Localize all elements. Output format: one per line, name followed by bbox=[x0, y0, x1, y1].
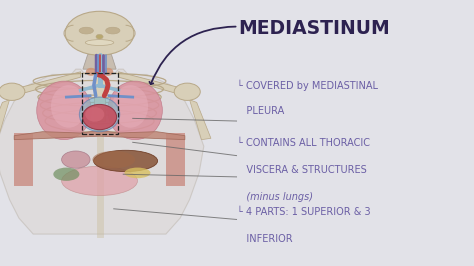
Ellipse shape bbox=[0, 83, 25, 101]
Text: INFERIOR: INFERIOR bbox=[237, 234, 292, 244]
Ellipse shape bbox=[82, 105, 117, 130]
Polygon shape bbox=[0, 100, 9, 140]
Ellipse shape bbox=[106, 27, 120, 34]
Ellipse shape bbox=[108, 81, 162, 140]
Ellipse shape bbox=[79, 27, 93, 34]
Text: PLEURA: PLEURA bbox=[237, 106, 284, 117]
Polygon shape bbox=[14, 133, 33, 186]
Ellipse shape bbox=[51, 85, 86, 128]
Ellipse shape bbox=[86, 68, 96, 76]
Text: VISCERA & STRUCTURES: VISCERA & STRUCTURES bbox=[237, 165, 367, 175]
Ellipse shape bbox=[62, 166, 137, 196]
Polygon shape bbox=[190, 100, 211, 140]
Ellipse shape bbox=[79, 97, 119, 132]
Ellipse shape bbox=[96, 34, 103, 39]
Ellipse shape bbox=[65, 11, 134, 55]
Text: (minus lungs): (minus lungs) bbox=[237, 192, 313, 202]
Ellipse shape bbox=[93, 150, 157, 172]
Polygon shape bbox=[166, 133, 185, 186]
Text: └ CONTAINS ALL THORACIC: └ CONTAINS ALL THORACIC bbox=[237, 138, 370, 148]
Bar bbox=[82, 73, 118, 134]
Ellipse shape bbox=[174, 83, 200, 101]
Polygon shape bbox=[19, 72, 81, 94]
Ellipse shape bbox=[37, 81, 91, 140]
Ellipse shape bbox=[113, 85, 148, 128]
Ellipse shape bbox=[53, 168, 79, 181]
Ellipse shape bbox=[85, 40, 114, 45]
Text: └ 4 PARTS: 1 SUPERIOR & 3: └ 4 PARTS: 1 SUPERIOR & 3 bbox=[237, 207, 371, 218]
Polygon shape bbox=[0, 69, 204, 234]
Ellipse shape bbox=[103, 68, 113, 76]
Ellipse shape bbox=[124, 168, 150, 178]
Polygon shape bbox=[83, 55, 116, 69]
Text: MEDIASTINUM: MEDIASTINUM bbox=[238, 19, 390, 38]
Ellipse shape bbox=[62, 151, 90, 168]
Polygon shape bbox=[118, 72, 180, 94]
Ellipse shape bbox=[85, 107, 104, 122]
Polygon shape bbox=[14, 130, 185, 140]
Ellipse shape bbox=[92, 151, 135, 168]
Polygon shape bbox=[94, 76, 105, 121]
Text: └ COVERED by MEDIASTINAL: └ COVERED by MEDIASTINAL bbox=[237, 80, 378, 91]
